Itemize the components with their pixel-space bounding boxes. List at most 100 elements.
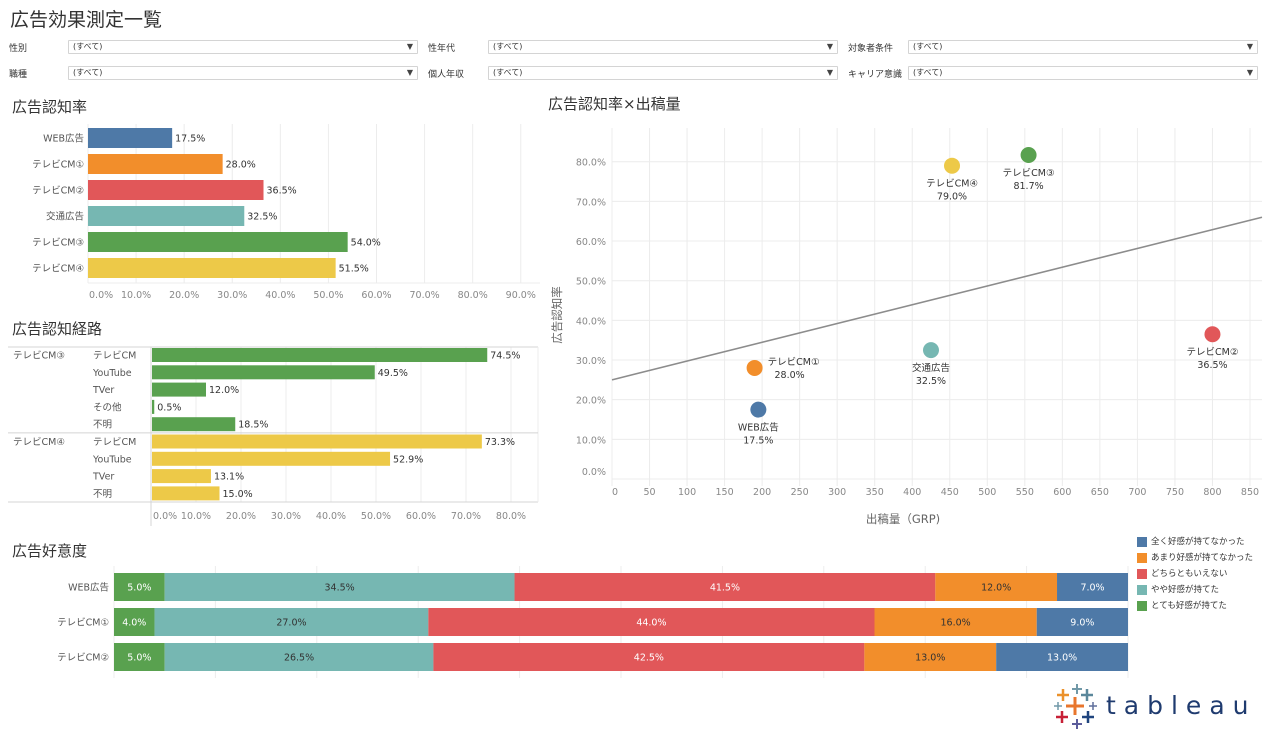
- category-label: TVer: [92, 385, 114, 396]
- point-value-label: 32.5%: [916, 376, 946, 387]
- stacked-bar-segment[interactable]: [1057, 573, 1128, 601]
- awareness-route-chart-title: 広告認知経路: [12, 320, 103, 338]
- stacked-bar-segment[interactable]: [114, 643, 165, 671]
- awareness-chart-title: 広告認知率: [12, 98, 88, 116]
- x-tick-label: 40.0%: [316, 511, 346, 522]
- category-label: TVer: [92, 472, 114, 483]
- scatter-point[interactable]: [1020, 146, 1037, 163]
- data-label: 36.5%: [267, 186, 297, 197]
- point-name-label: テレビCM④: [926, 179, 978, 190]
- category-label: WEB広告: [43, 133, 84, 145]
- x-tick-label: 80.0%: [458, 290, 488, 301]
- segment-label: 5.0%: [127, 653, 151, 664]
- stacked-bar-segment[interactable]: [996, 643, 1128, 671]
- bar[interactable]: [88, 180, 264, 200]
- filter-label-career-awareness: キャリア意識: [848, 70, 903, 80]
- stacked-bar-segment[interactable]: [428, 608, 875, 636]
- category-label: YouTube: [92, 454, 132, 465]
- stacked-bar-segment[interactable]: [864, 643, 997, 671]
- bar[interactable]: [152, 486, 220, 501]
- legend-label: あまり好感が持てなかった: [1151, 553, 1254, 563]
- favorability-stacked-bar-chart: WEB広告 5.0% 34.5% 41.5% 12.0% 7.0% テレビCM① 4.0% 27…: [57, 566, 1129, 678]
- filter-dropdown-occupation[interactable]: (すべて) ▼: [68, 66, 418, 80]
- scatter-point[interactable]: [922, 342, 939, 359]
- x-tick-label: 0.0%: [153, 511, 177, 522]
- bar[interactable]: [152, 348, 488, 362]
- filter-dropdown-annual-income[interactable]: (すべて) ▼: [488, 66, 838, 80]
- stacked-bar-segment[interactable]: [935, 573, 1058, 601]
- bar[interactable]: [88, 154, 223, 174]
- stacked-bar-segment[interactable]: [114, 573, 165, 601]
- x-tick-label: 150: [716, 487, 734, 498]
- stacked-bar-segment[interactable]: [514, 573, 936, 601]
- y-tick-label: 0.0%: [582, 467, 606, 478]
- segment-label: 42.5%: [634, 653, 664, 664]
- bar[interactable]: [152, 469, 211, 484]
- data-label: 54.0%: [351, 238, 381, 249]
- segment-label: 16.0%: [941, 618, 971, 629]
- x-tick-label: 50.0%: [313, 290, 343, 301]
- bar[interactable]: [152, 417, 236, 432]
- category-label: テレビCM②: [57, 653, 109, 664]
- stacked-bar-segment[interactable]: [164, 573, 515, 601]
- filter-dropdown-gender[interactable]: (すべて) ▼: [68, 40, 418, 54]
- segment-label: 26.5%: [284, 653, 314, 664]
- x-tick-label: 10.0%: [121, 290, 151, 301]
- group-label: テレビCM④: [13, 437, 65, 448]
- x-tick-label: 450: [941, 487, 959, 498]
- x-tick-label: 500: [978, 487, 996, 498]
- stacked-bar-segment[interactable]: [433, 643, 865, 671]
- y-tick-label: 10.0%: [576, 435, 606, 446]
- page-title: 広告効果測定一覧: [10, 9, 163, 31]
- y-tick-label: 60.0%: [576, 237, 606, 248]
- filter-value: (すべて): [493, 68, 523, 77]
- stacked-bar-segment[interactable]: [164, 643, 434, 671]
- x-tick-label: 300: [828, 487, 846, 498]
- bar[interactable]: [88, 232, 348, 252]
- segment-label: 12.0%: [981, 583, 1011, 594]
- category-label: 不明: [93, 489, 112, 500]
- stacked-bar-segment[interactable]: [114, 608, 155, 636]
- favorability-chart-title: 広告好意度: [12, 542, 88, 560]
- scatter-point[interactable]: [944, 157, 961, 174]
- filter-dropdown-age-group[interactable]: (すべて) ▼: [488, 40, 838, 54]
- stacked-bar-segment[interactable]: [1036, 608, 1128, 636]
- bar[interactable]: [88, 258, 336, 278]
- bar[interactable]: [152, 365, 375, 380]
- bar[interactable]: [152, 451, 391, 466]
- category-label: テレビCM④: [32, 264, 84, 275]
- y-tick-label: 70.0%: [576, 197, 606, 208]
- bar[interactable]: [88, 206, 245, 226]
- chevron-down-icon: ▼: [406, 68, 414, 77]
- legend-label: 全く好感が持てなかった: [1151, 537, 1245, 547]
- x-tick-label: 20.0%: [169, 290, 199, 301]
- x-axis-title: 出稿量（GRP): [866, 512, 940, 526]
- segment-label: 27.0%: [276, 618, 306, 629]
- scatter-point[interactable]: [1204, 326, 1221, 343]
- stacked-bar-segment[interactable]: [154, 608, 429, 636]
- trend-line[interactable]: [611, 216, 1263, 381]
- data-label: 49.5%: [378, 368, 408, 379]
- x-tick-label: 250: [791, 487, 809, 498]
- bar[interactable]: [152, 382, 206, 397]
- bar[interactable]: [152, 399, 155, 414]
- scatter-chart-title: 広告認知率×出稿量: [548, 95, 681, 113]
- bar[interactable]: [88, 128, 173, 148]
- chevron-down-icon: ▼: [826, 68, 834, 77]
- y-tick-label: 30.0%: [576, 356, 606, 367]
- bar[interactable]: [152, 434, 482, 449]
- point-value-label: 28.0%: [775, 370, 805, 381]
- scatter-point[interactable]: [746, 359, 763, 376]
- filter-label-gender: 性別: [9, 44, 28, 54]
- stacked-bar-segment[interactable]: [874, 608, 1037, 636]
- awareness-vs-grp-scatter: 0 50 100 150 200 250 300 350 400 450 500 550 600 650 7…: [550, 128, 1263, 526]
- data-label: 18.5%: [238, 420, 268, 431]
- segment-label: 4.0%: [122, 618, 146, 629]
- filter-value: (すべて): [913, 42, 943, 51]
- category-label: 不明: [93, 420, 112, 431]
- y-tick-label: 20.0%: [576, 396, 606, 407]
- scatter-point[interactable]: [750, 401, 767, 418]
- filter-dropdown-career-awareness[interactable]: (すべて) ▼: [908, 66, 1258, 80]
- filter-dropdown-target-condition[interactable]: (すべて) ▼: [908, 40, 1258, 54]
- filter-value: (すべて): [73, 42, 103, 51]
